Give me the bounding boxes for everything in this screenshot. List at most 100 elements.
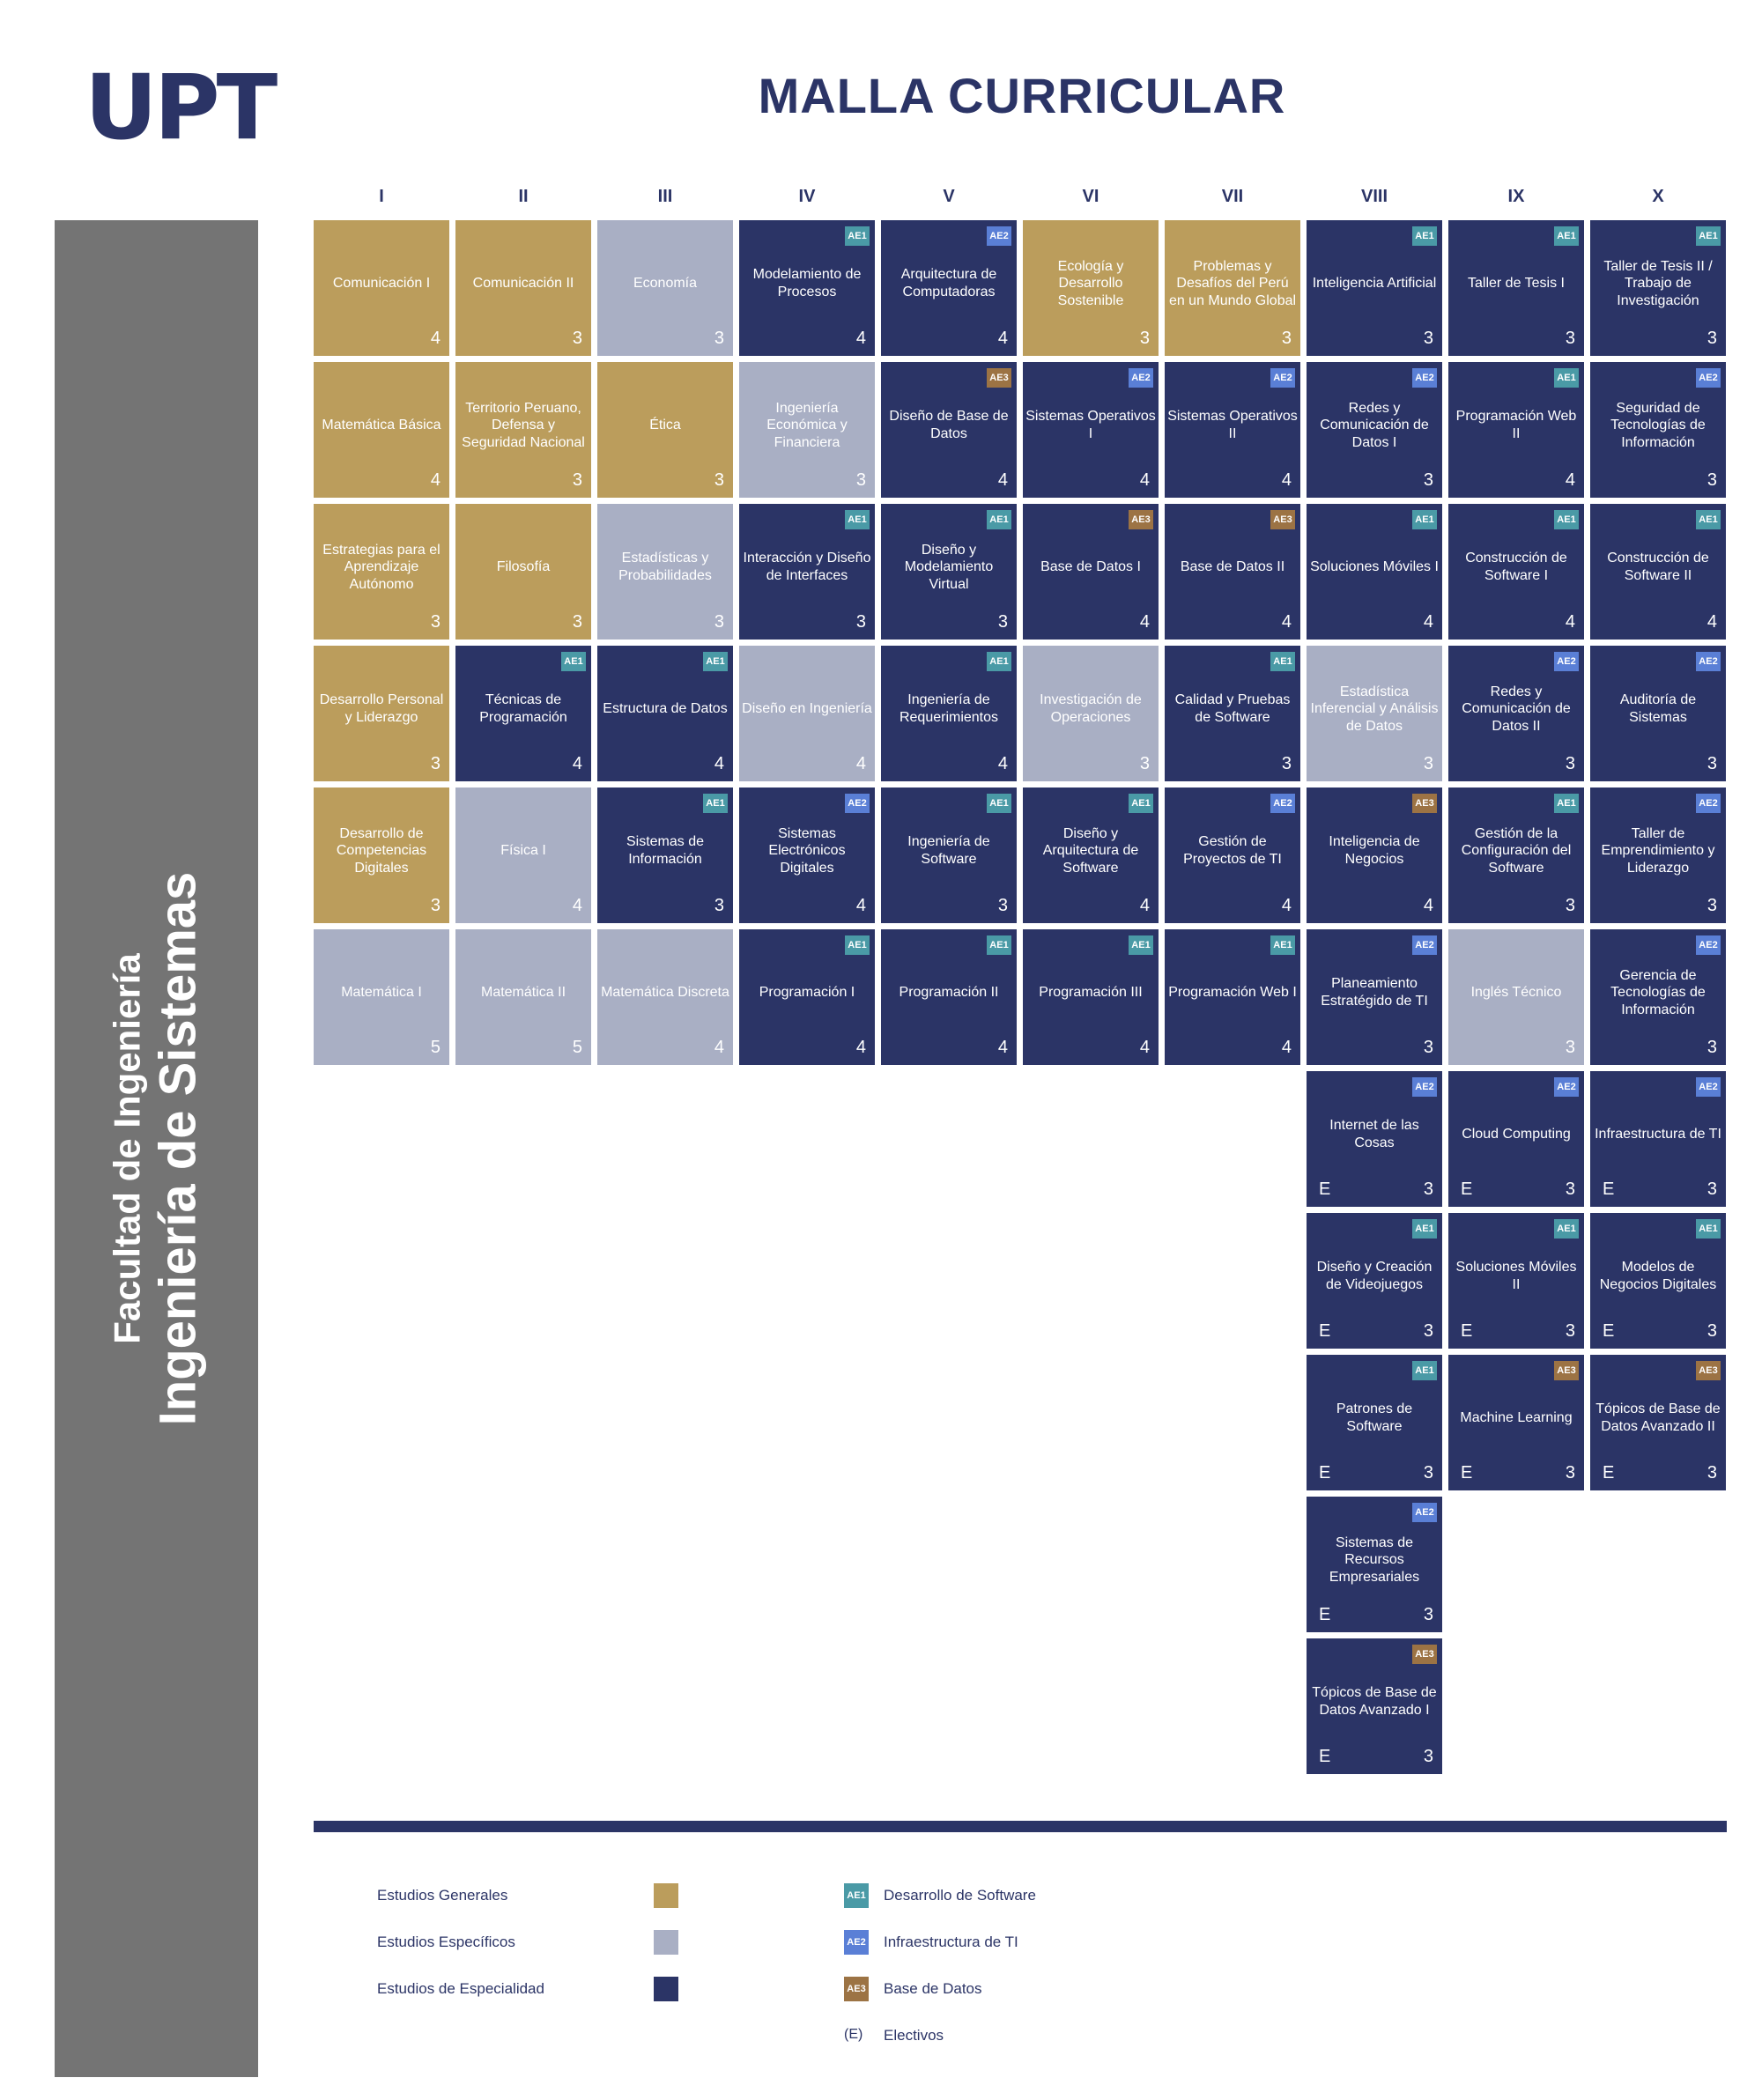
course-cell: AE2 Seguridad de Tecnologías de Informaci…: [1590, 362, 1726, 498]
course-cell: AE3 Diseño de Base de Datos 4: [881, 362, 1017, 498]
semester-header: II: [518, 187, 529, 206]
course-cell: Física I 4: [455, 788, 591, 923]
course-cell: AE2 Cloud Computing E 3: [1448, 1071, 1584, 1207]
course-cell: AE2 Sistemas Operativos I 4: [1023, 362, 1159, 498]
legend-generales-label: Estudios Generales: [377, 1887, 508, 1904]
area-badge: AE2: [1270, 794, 1295, 813]
course-name: Economía: [633, 276, 698, 292]
course-credits: 3: [714, 612, 724, 632]
area-badge: AE1: [1696, 226, 1721, 246]
course-name: Diseño y Arquitectura de Software: [1042, 825, 1139, 876]
course-credits: 4: [430, 470, 440, 490]
course-name: Comunicación I: [332, 276, 431, 292]
area-badge: AE1: [1412, 510, 1437, 529]
semester-header: X: [1652, 187, 1664, 206]
semester-header: III: [657, 187, 673, 206]
area-badge: AE2: [1696, 935, 1721, 955]
course-cell: Economía 3: [597, 220, 733, 356]
course-cell: Territorio Peruano, Defensa y Seguridad …: [455, 362, 591, 498]
course-credits: 3: [430, 612, 440, 632]
course-name: Diseño en Ingeniería: [742, 701, 872, 717]
course-cell: AE1 Inteligencia Artificial 3: [1307, 220, 1442, 356]
course-credits: 4: [1139, 470, 1150, 490]
course-credits: 3: [1423, 1463, 1433, 1483]
area-badge: AE1: [703, 652, 728, 671]
course-credits: 4: [714, 1038, 724, 1057]
page-title: MALLA CURRICULAR: [758, 68, 1286, 123]
course-name: Programación II: [899, 985, 999, 1001]
course-cell: Matemática I 5: [314, 929, 449, 1065]
course-credits: 3: [1706, 754, 1717, 773]
course-cell: AE1 Gestión de la Configuración del Softw…: [1448, 788, 1584, 923]
course-credits: 3: [572, 329, 582, 348]
course-name: Arquitectura de Computadoras: [900, 267, 997, 299]
course-name: Construcción de Software I: [1465, 551, 1567, 583]
course-credits: 3: [1706, 1038, 1717, 1057]
course-name: Programación Web II: [1455, 409, 1577, 441]
course-name: Inteligencia de Negocios: [1329, 834, 1420, 867]
course-cell: AE2 Infraestructura de TI E 3: [1590, 1071, 1726, 1207]
elective-mark: E: [1319, 1463, 1331, 1483]
legend-elective-mark: (E): [844, 2027, 863, 2042]
course-cell: AE2 Redes y Comunicación de Datos II 3: [1448, 646, 1584, 781]
course-cell: AE2 Internet de las Cosas E 3: [1307, 1071, 1442, 1207]
course-cell: Matemática II 5: [455, 929, 591, 1065]
course-credits: 5: [572, 1038, 582, 1057]
course-credits: 4: [1565, 612, 1575, 632]
course-credits: 3: [855, 470, 866, 490]
course-name: Desarrollo Personal y Liderazgo: [319, 692, 444, 725]
elective-mark: E: [1603, 1179, 1615, 1199]
course-name: Inglés Técnico: [1470, 985, 1562, 1001]
course-cell: AE2 Sistemas Electrónicos Digitales 4: [739, 788, 875, 923]
faculty-name: Facultad de Ingeniería: [106, 953, 148, 1344]
course-credits: 3: [997, 896, 1008, 915]
course-cell: AE1 Taller de Tesis II / Trabajo de Inves…: [1590, 220, 1726, 356]
area-badge: AE2: [1696, 1077, 1721, 1097]
course-name: Estrategias para el Aprendizaje Autónomo: [322, 542, 440, 592]
course-credits: 3: [1423, 1605, 1433, 1624]
course-cell: AE3 Base de Datos II 4: [1165, 504, 1300, 640]
area-badge: AE1: [1554, 510, 1579, 529]
area-badge: AE2: [1696, 368, 1721, 388]
course-cell: Matemática Básica 4: [314, 362, 449, 498]
course-cell: AE1 Diseño y Modelamiento Virtual 3: [881, 504, 1017, 640]
course-cell: AE1 Ingeniería de Requerimientos 4: [881, 646, 1017, 781]
area-badge: AE1: [1554, 1219, 1579, 1239]
legend-especificos-label: Estudios Específicos: [377, 1934, 515, 1950]
course-credits: 3: [714, 470, 724, 490]
area-badge: AE1: [987, 935, 1011, 955]
course-credits: 3: [1423, 1321, 1433, 1341]
course-credits: 4: [997, 329, 1008, 348]
course-credits: 3: [1139, 329, 1150, 348]
course-credits: 3: [714, 329, 724, 348]
course-credits: 3: [714, 896, 724, 915]
course-cell: AE3 Tópicos de Base de Datos Avanzado II E…: [1590, 1355, 1726, 1490]
area-badge: AE3: [1412, 794, 1437, 813]
course-cell: AE1 Sistemas de Información 3: [597, 788, 733, 923]
course-cell: Ingeniería Económica y Financiera 3: [739, 362, 875, 498]
course-credits: 4: [1281, 1038, 1292, 1057]
legend-ae3-label: Base de Datos: [884, 1980, 982, 1997]
course-credits: 4: [1565, 470, 1575, 490]
course-cell: AE1 Construcción de Software I 4: [1448, 504, 1584, 640]
course-name: Modelamiento de Procesos: [752, 267, 862, 299]
course-name: Planeamiento Estratégido de TI: [1321, 976, 1428, 1009]
course-cell: AE2 Auditoría de Sistemas 3: [1590, 646, 1726, 781]
course-name: Matemática I: [341, 985, 422, 1001]
course-cell: Inglés Técnico 3: [1448, 929, 1584, 1065]
course-credits: 4: [855, 1038, 866, 1057]
course-name: Auditoría de Sistemas: [1619, 692, 1697, 725]
area-badge: AE1: [845, 510, 870, 529]
course-cell: AE1 Programación Web II 4: [1448, 362, 1584, 498]
course-name: Técnicas de Programación: [479, 692, 567, 725]
course-cell: AE1 Calidad y Pruebas de Software 3: [1165, 646, 1300, 781]
course-cell: AE1 Estructura de Datos 4: [597, 646, 733, 781]
course-cell: AE1 Modelos de Negocios Digitales E 3: [1590, 1213, 1726, 1349]
course-name: Sistemas Operativos I: [1025, 409, 1156, 441]
course-cell: AE2 Taller de Emprendimiento y Liderazgo 3: [1590, 788, 1726, 923]
course-name: Construcción de Software II: [1607, 551, 1709, 583]
course-cell: AE1 Ingeniería de Software 3: [881, 788, 1017, 923]
course-cell: AE1 Programación Web I 4: [1165, 929, 1300, 1065]
course-cell: Ética 3: [597, 362, 733, 498]
elective-mark: E: [1319, 1179, 1331, 1199]
